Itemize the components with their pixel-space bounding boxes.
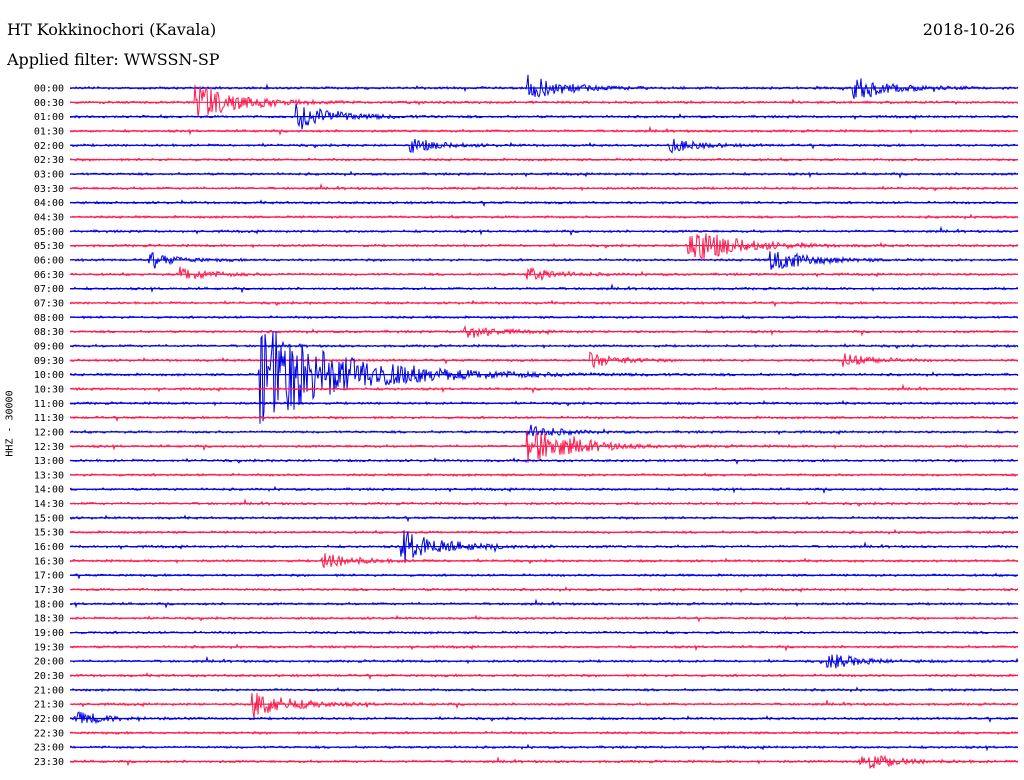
time-label: 09:30	[34, 356, 64, 367]
trace-row	[69, 266, 1019, 282]
time-label: 22:00	[34, 714, 64, 725]
time-label: 08:30	[34, 327, 64, 338]
time-label: 01:00	[34, 112, 64, 123]
time-label: 12:30	[34, 442, 64, 453]
trace-row	[69, 225, 1019, 237]
trace-row	[69, 324, 1019, 338]
time-label: 22:30	[34, 728, 64, 739]
time-label: 14:00	[34, 485, 64, 496]
trace-row	[69, 331, 1019, 424]
time-label: 19:30	[34, 642, 64, 653]
trace-row	[69, 530, 1019, 564]
trace-row	[69, 233, 1019, 260]
time-label: 06:30	[34, 270, 64, 281]
time-label: 21:30	[34, 700, 64, 711]
time-label: 19:00	[34, 628, 64, 639]
time-label: 23:00	[34, 743, 64, 754]
time-label: 21:00	[34, 685, 64, 696]
time-label: 15:30	[34, 528, 64, 539]
trace-row	[69, 340, 1019, 350]
trace-row	[69, 693, 1019, 719]
time-label: 17:00	[34, 571, 64, 582]
trace-row	[69, 74, 1019, 99]
date-label: 2018-10-26	[922, 20, 1015, 39]
time-label: 07:00	[34, 284, 64, 295]
trace-row	[69, 498, 1019, 507]
time-label: 09:00	[34, 341, 64, 352]
time-label: 20:30	[34, 671, 64, 682]
trace-row	[69, 754, 1019, 769]
time-label: 02:00	[34, 141, 64, 152]
time-label: 03:30	[34, 184, 64, 195]
time-label: 02:30	[34, 155, 64, 166]
time-label: 18:00	[34, 599, 64, 610]
time-label: 10:00	[34, 370, 64, 381]
time-label: 04:30	[34, 212, 64, 223]
trace-row	[69, 424, 1019, 438]
time-label: 17:30	[34, 585, 64, 596]
time-label: 14:30	[34, 499, 64, 510]
trace-row	[69, 182, 1019, 192]
time-label: 05:30	[34, 241, 64, 252]
time-label: 10:30	[34, 384, 64, 395]
time-label: 20:00	[34, 657, 64, 668]
time-label: 11:30	[34, 413, 64, 424]
time-label: 00:00	[34, 84, 64, 95]
trace-row	[69, 711, 1019, 725]
time-label: 16:00	[34, 542, 64, 553]
time-label: 18:30	[34, 614, 64, 625]
time-label: 13:00	[34, 456, 64, 467]
time-label: 05:00	[34, 227, 64, 238]
time-label: 00:30	[34, 98, 64, 109]
time-label: 23:30	[34, 757, 64, 768]
trace-row	[69, 415, 1019, 422]
time-label: 01:30	[34, 126, 64, 137]
trace-row	[69, 572, 1019, 580]
time-label: 15:00	[34, 513, 64, 524]
filter-line: Applied filter: WWSSN-SP	[7, 50, 220, 69]
time-label: 07:30	[34, 298, 64, 309]
time-label: 13:30	[34, 470, 64, 481]
time-label: 11:00	[34, 399, 64, 410]
time-label: 16:30	[34, 556, 64, 567]
time-label: 08:00	[34, 313, 64, 324]
time-label: 04:00	[34, 198, 64, 209]
station-title: HT Kokkinochori (Kavala)	[7, 20, 217, 39]
time-label: 03:00	[34, 169, 64, 180]
time-label: 06:00	[34, 255, 64, 266]
time-label: 12:00	[34, 427, 64, 438]
